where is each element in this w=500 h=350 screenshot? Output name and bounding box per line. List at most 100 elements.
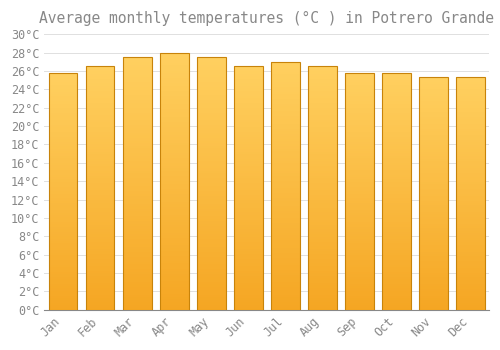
Bar <box>456 168 485 170</box>
Bar <box>382 132 410 134</box>
Bar <box>456 247 485 249</box>
Bar <box>86 154 114 156</box>
Bar <box>308 139 336 142</box>
Bar <box>382 201 410 203</box>
Bar <box>86 164 114 166</box>
Bar <box>419 289 448 291</box>
Bar <box>308 161 336 164</box>
Bar <box>382 241 410 243</box>
Bar <box>382 286 410 288</box>
Bar <box>160 240 188 243</box>
Bar <box>160 266 188 268</box>
Bar <box>345 89 374 92</box>
Bar <box>419 263 448 266</box>
Bar <box>271 134 300 136</box>
Bar <box>271 218 300 220</box>
Bar <box>234 261 262 264</box>
Bar <box>234 71 262 74</box>
Bar <box>345 253 374 255</box>
Bar <box>382 288 410 291</box>
Bar <box>86 183 114 186</box>
Bar <box>160 253 188 256</box>
Bar <box>122 262 152 264</box>
Bar <box>234 118 262 120</box>
Bar <box>196 120 226 123</box>
Bar <box>234 66 262 69</box>
Bar <box>122 257 152 259</box>
Bar <box>196 229 226 231</box>
Bar <box>271 99 300 102</box>
Bar <box>271 191 300 193</box>
Bar <box>271 278 300 280</box>
Bar <box>234 283 262 285</box>
Bar <box>308 205 336 208</box>
Bar <box>86 212 114 215</box>
Bar <box>419 222 448 224</box>
Bar <box>271 124 300 126</box>
Bar <box>382 203 410 205</box>
Bar <box>196 201 226 204</box>
Bar <box>234 203 262 205</box>
Bar <box>160 281 188 284</box>
Bar <box>122 216 152 219</box>
Bar <box>345 141 374 144</box>
Bar <box>419 177 448 180</box>
Bar <box>308 115 336 118</box>
Bar <box>419 298 448 300</box>
Bar <box>160 184 188 186</box>
Bar <box>345 243 374 246</box>
Bar <box>271 131 300 134</box>
Bar <box>382 101 410 104</box>
Bar <box>308 125 336 127</box>
Bar <box>345 146 374 149</box>
Bar <box>456 77 485 80</box>
Bar <box>271 129 300 131</box>
Bar <box>345 122 374 125</box>
Bar <box>345 246 374 248</box>
Bar <box>456 112 485 114</box>
Bar <box>308 186 336 188</box>
Bar <box>419 245 448 247</box>
Bar <box>234 69 262 71</box>
Bar <box>48 94 78 97</box>
Bar <box>419 208 448 210</box>
Bar <box>160 284 188 287</box>
Bar <box>271 245 300 248</box>
Bar <box>308 241 336 244</box>
Bar <box>419 187 448 189</box>
Bar <box>382 87 410 89</box>
Bar <box>196 237 226 239</box>
Bar <box>86 69 114 71</box>
Bar <box>308 137 336 139</box>
Bar <box>160 268 188 271</box>
Bar <box>234 120 262 122</box>
Bar <box>271 151 300 154</box>
Bar <box>48 182 78 184</box>
Bar <box>345 229 374 232</box>
Bar <box>86 193 114 195</box>
Bar <box>308 176 336 178</box>
Bar <box>122 211 152 214</box>
Bar <box>308 183 336 186</box>
Bar <box>345 270 374 272</box>
Bar <box>456 266 485 268</box>
Bar <box>86 302 114 305</box>
Bar <box>86 103 114 105</box>
Bar <box>196 60 226 62</box>
Bar <box>48 267 78 270</box>
Bar <box>419 77 448 80</box>
Bar <box>160 94 188 96</box>
Bar <box>419 224 448 226</box>
Bar <box>48 203 78 205</box>
Bar <box>196 259 226 262</box>
Bar <box>419 170 448 173</box>
Bar <box>345 182 374 184</box>
Bar <box>382 139 410 141</box>
Bar <box>48 101 78 104</box>
Bar <box>271 230 300 233</box>
Bar <box>456 110 485 112</box>
Bar <box>345 272 374 274</box>
Bar <box>48 274 78 276</box>
Bar <box>86 234 114 237</box>
Bar <box>419 138 448 140</box>
